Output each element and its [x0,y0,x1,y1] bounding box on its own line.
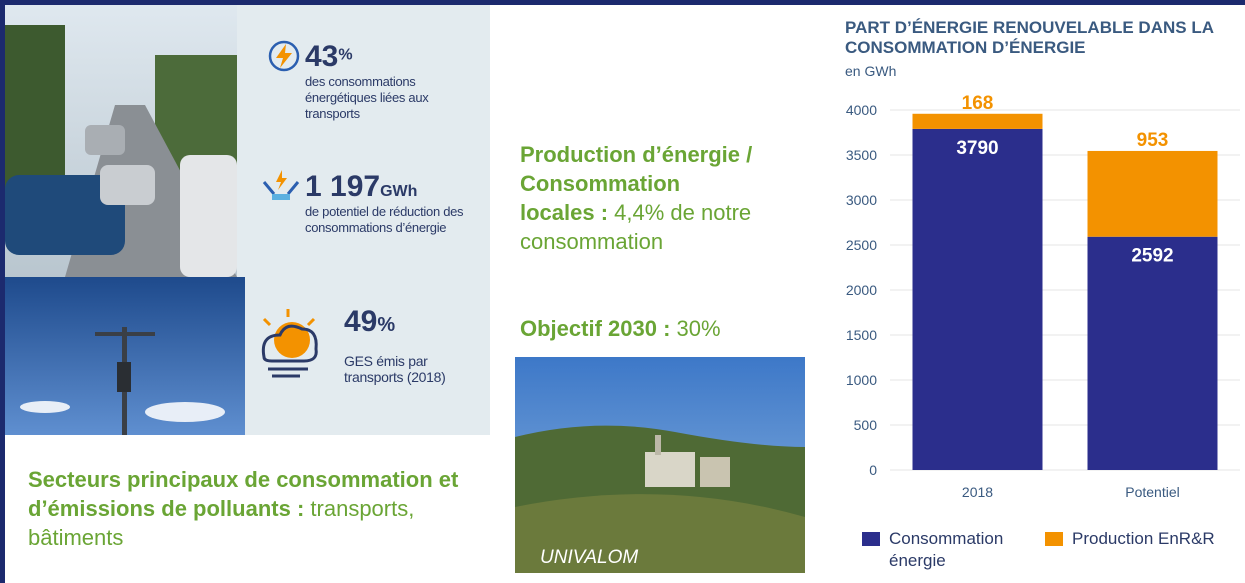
legend-label: Production EnR&R [1072,528,1232,550]
y-tick-label: 1500 [846,327,877,343]
bar-segment [913,129,1043,470]
page: 43% des consommations énergétiques liées… [0,0,1245,583]
legend-swatch [862,532,880,546]
y-tick-label: 3500 [846,147,877,163]
y-tick-label: 3000 [846,192,877,208]
y-tick-label: 2500 [846,237,877,253]
data-label: 2592 [1131,246,1173,267]
chart: 0 500 1000 1500 2000 2500 3000 3500 4000 2018 3790… [0,0,1245,583]
y-tick-label: 500 [854,417,878,433]
legend-swatch [1045,532,1063,546]
bar-segment [1088,237,1218,470]
y-tick-label: 1000 [846,372,877,388]
bar-segment [913,114,1043,129]
bar-segment [1088,151,1218,237]
y-tick-label: 0 [869,462,877,478]
x-tick-label: 2018 [962,484,993,500]
data-label: 953 [1137,130,1169,151]
data-label: 3790 [956,138,998,159]
y-tick-label: 2000 [846,282,877,298]
data-label: 168 [962,93,994,114]
x-tick-label: Potentiel [1125,484,1179,500]
legend-label: Consommation énergie [889,528,1014,572]
y-tick-label: 4000 [846,102,877,118]
